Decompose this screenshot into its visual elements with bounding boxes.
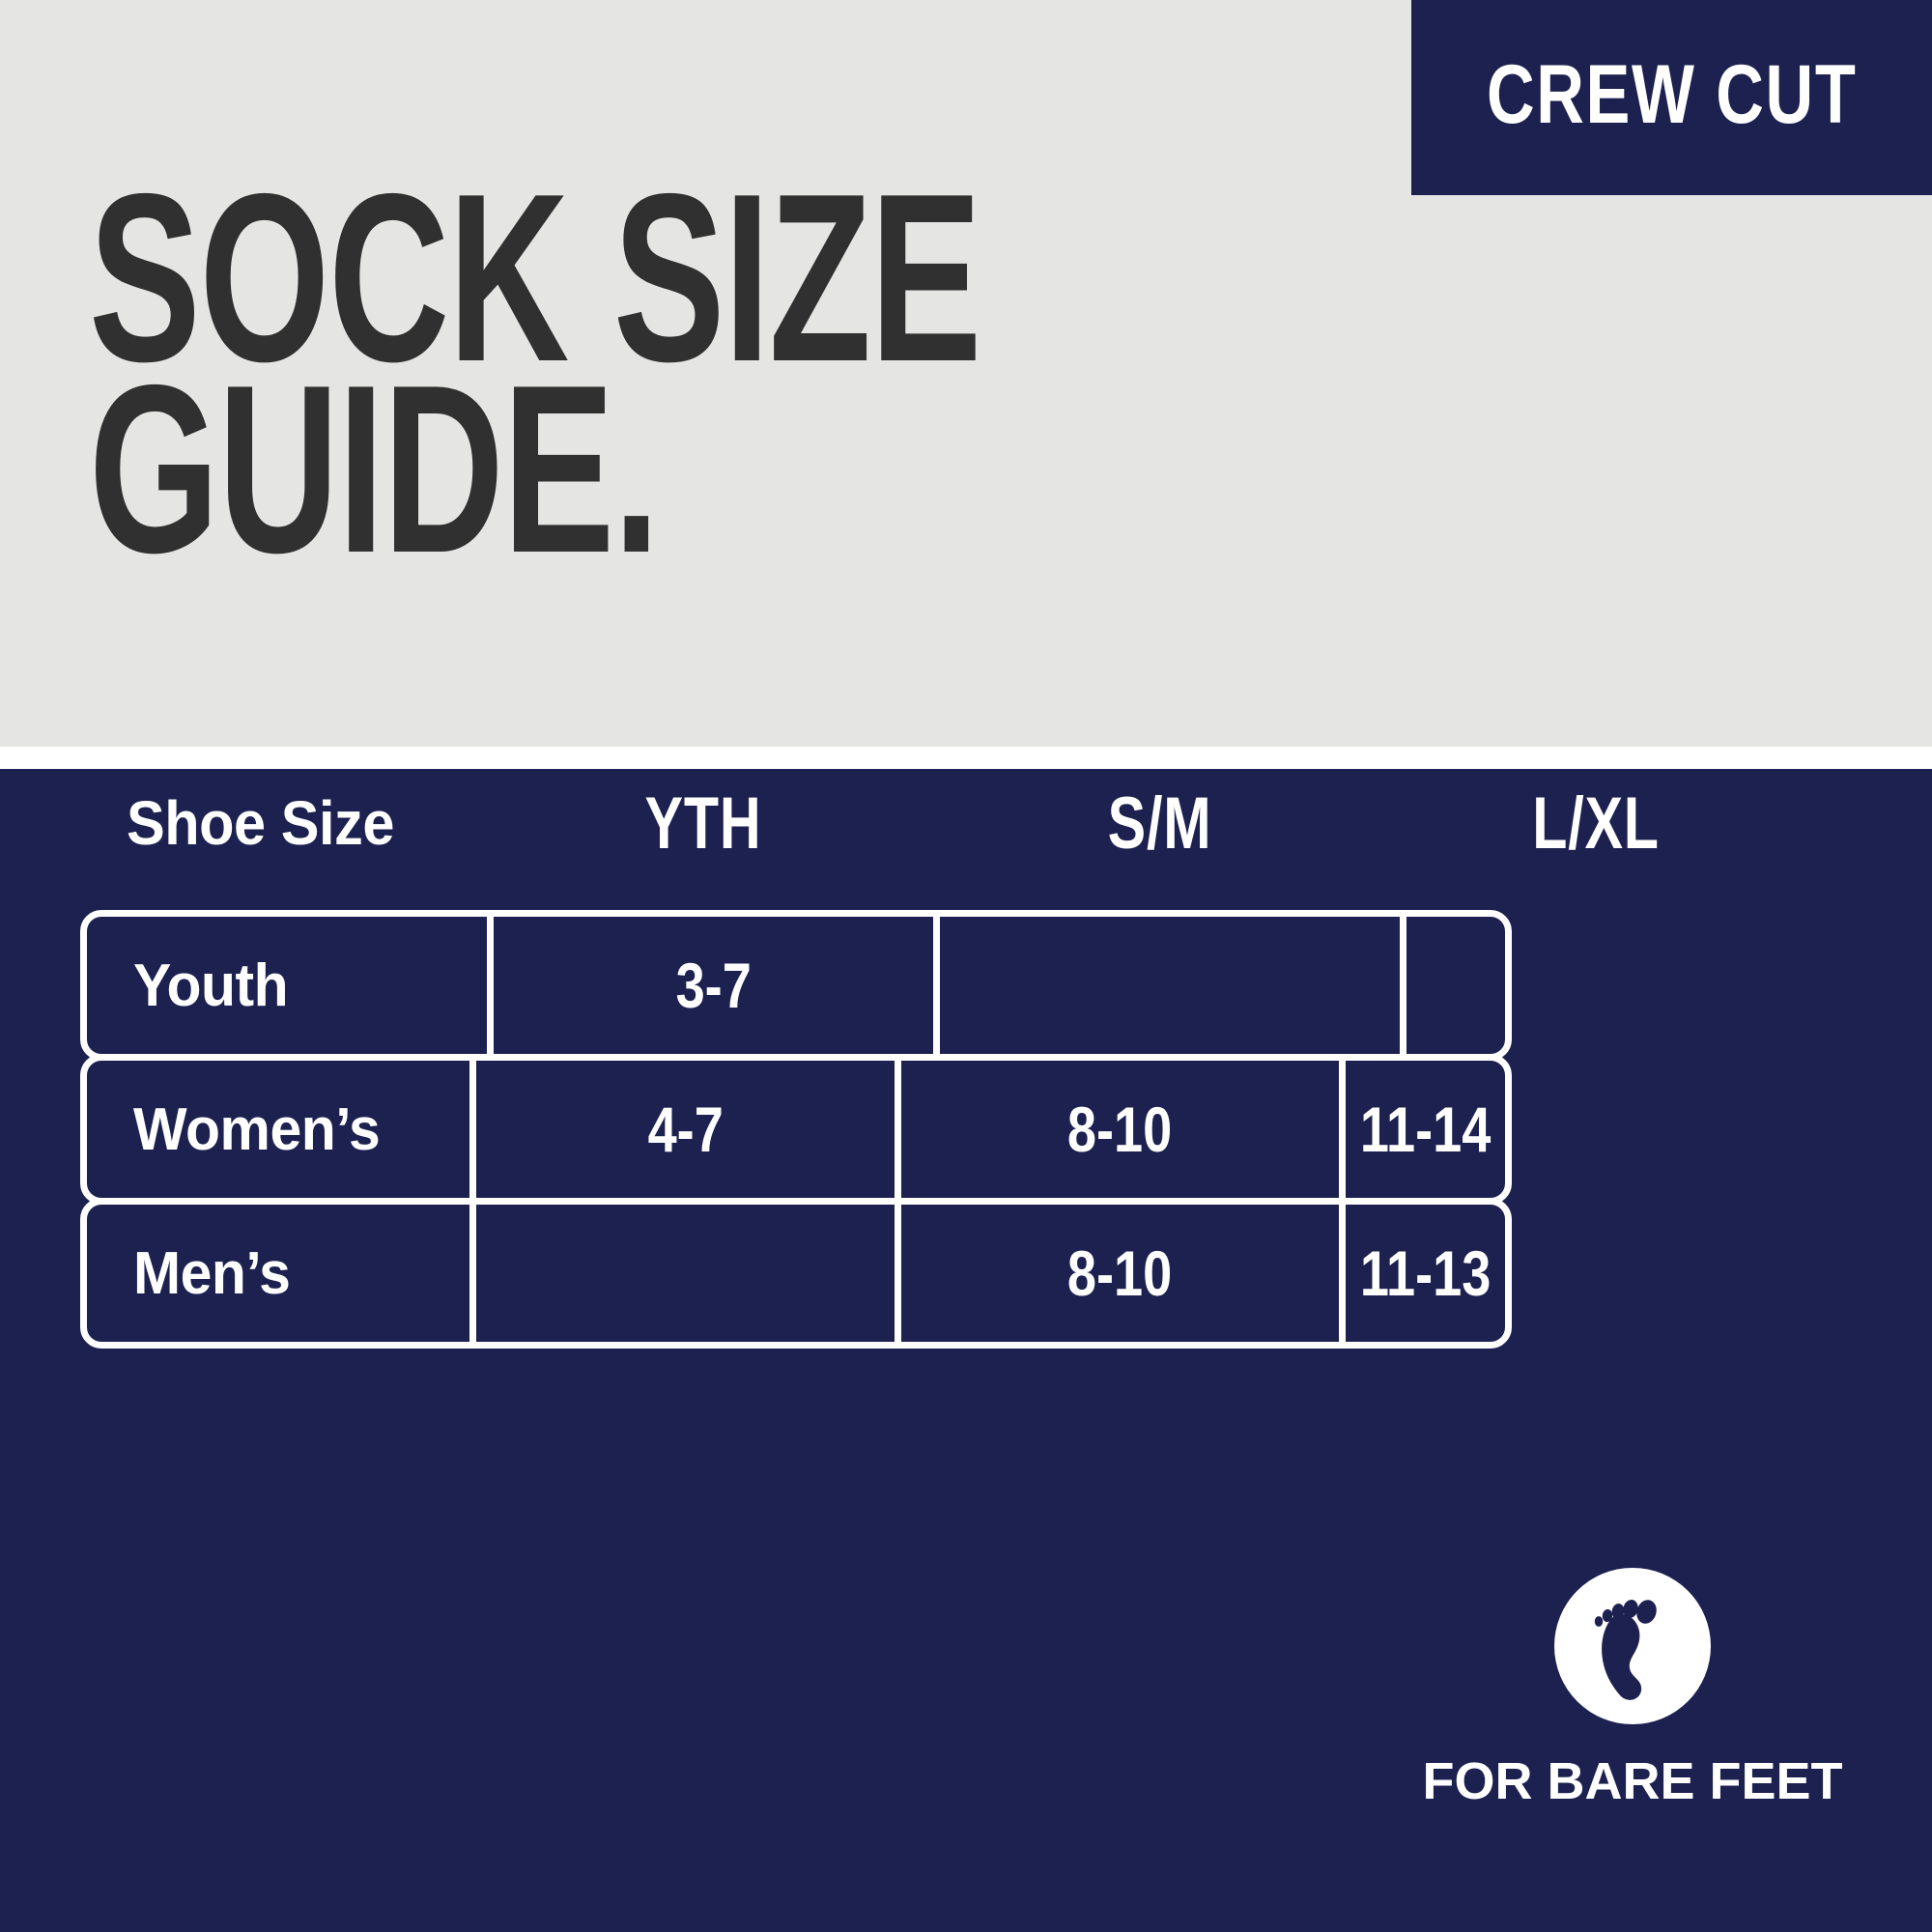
row-label-text: Women’s <box>133 1095 381 1163</box>
cell-sm: 8-10 <box>895 1061 1339 1198</box>
cell-lxl-text: 11-13 <box>1359 1237 1492 1309</box>
column-header-sm: S/M <box>1107 781 1212 865</box>
table-row: Women’s 4-7 8-10 11-14 <box>80 1054 1512 1205</box>
cell-lxl: 11-14 <box>1338 1061 1505 1198</box>
column-header-shoe-size: Shoe Size <box>127 788 394 858</box>
cell-sm <box>933 917 1400 1054</box>
size-table: Shoe Size YTH S/M L/XL Youth 3-7 Women’s… <box>80 782 1659 1349</box>
table-row: Youth 3-7 <box>80 910 1512 1061</box>
row-label-text: Youth <box>133 952 289 1019</box>
crew-cut-badge: CREW CUT <box>1411 0 1932 195</box>
row-label: Women’s <box>87 1061 469 1198</box>
header-panel: CREW CUT SOCK SIZE GUIDE. <box>0 0 1932 747</box>
cell-yth-text: 3-7 <box>675 950 752 1021</box>
cell-lxl: 11-13 <box>1338 1205 1505 1342</box>
brand-logo-block: FOR BARE FEET <box>1422 1568 1843 1810</box>
row-label: Men’s <box>87 1205 469 1342</box>
cell-sm: 8-10 <box>895 1205 1339 1342</box>
column-header-lxl: L/XL <box>1532 781 1660 865</box>
cell-yth <box>469 1205 895 1342</box>
cell-yth: 4-7 <box>469 1061 895 1198</box>
crew-cut-badge-label: CREW CUT <box>1486 48 1858 141</box>
cell-yth: 3-7 <box>487 917 933 1054</box>
cell-sm-text: 8-10 <box>1067 1237 1173 1309</box>
cell-sm-text: 8-10 <box>1067 1094 1173 1165</box>
cell-lxl <box>1400 917 1505 1054</box>
page-title: SOCK SIZE GUIDE. <box>89 143 981 604</box>
column-header-yth: YTH <box>644 781 762 865</box>
barefoot-footprint-icon <box>1554 1568 1711 1724</box>
row-label-text: Men’s <box>133 1239 291 1307</box>
table-row: Men’s 8-10 11-13 <box>80 1198 1512 1349</box>
content-panel: Shoe Size YTH S/M L/XL Youth 3-7 Women’s… <box>0 769 1932 1932</box>
brand-name: FOR BARE FEET <box>1422 1752 1843 1810</box>
cell-yth-text: 4-7 <box>647 1094 724 1165</box>
row-label: Youth <box>87 917 487 1054</box>
table-header-row: Shoe Size YTH S/M L/XL <box>80 765 1659 881</box>
cell-lxl-text: 11-14 <box>1359 1094 1492 1165</box>
